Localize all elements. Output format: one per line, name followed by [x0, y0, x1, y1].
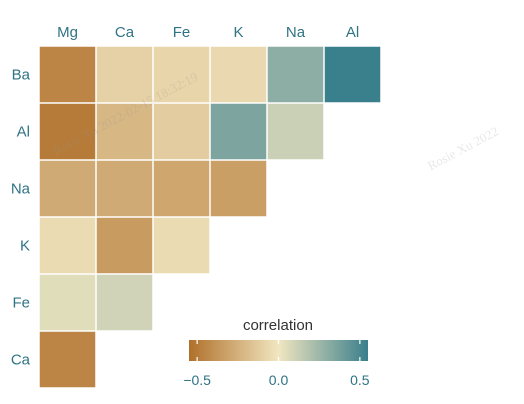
heatmap-cell	[39, 46, 96, 103]
heatmap-cell	[96, 160, 153, 217]
column-label: K	[233, 24, 243, 41]
heatmap-cell	[96, 274, 153, 331]
legend-tick-label: 0.0	[269, 372, 289, 388]
row-label: Fe	[12, 295, 30, 312]
heatmap-cell	[210, 103, 267, 160]
row-label: Ba	[12, 67, 31, 84]
column-label: Fe	[173, 24, 191, 41]
row-labels: Ba Al Na K Fe Ca	[11, 67, 31, 369]
column-label: Al	[346, 24, 359, 41]
heatmap-cell	[267, 46, 324, 103]
color-legend: correlation −0.5 0.0 0.5	[183, 317, 369, 388]
column-label: Ca	[115, 24, 135, 41]
heatmap-cell	[153, 160, 210, 217]
legend-color-bar	[189, 340, 368, 361]
heatmap-cell	[96, 217, 153, 274]
heatmap-cell	[267, 103, 324, 160]
heatmap-cell	[39, 103, 96, 160]
row-label: Al	[17, 124, 30, 141]
heatmap-cell	[210, 46, 267, 103]
row-label: Na	[11, 181, 31, 198]
heatmap-cell	[210, 160, 267, 217]
heatmap-cell	[96, 103, 153, 160]
row-label: K	[20, 238, 30, 255]
heatmap-cell	[153, 103, 210, 160]
heatmap-cell	[96, 46, 153, 103]
heatmap-cell	[39, 160, 96, 217]
column-label: Mg	[57, 24, 78, 41]
row-label: Ca	[11, 352, 31, 369]
column-label: Na	[286, 24, 306, 41]
legend-title: correlation	[243, 317, 313, 334]
heatmap-cell	[153, 217, 210, 274]
legend-ticks: −0.5 0.0 0.5	[183, 340, 370, 388]
heatmap-cell	[153, 46, 210, 103]
heatmap-cells	[39, 46, 381, 388]
heatmap-cell	[39, 217, 96, 274]
legend-tick-label: −0.5	[183, 372, 211, 388]
heatmap-cell	[39, 331, 96, 388]
heatmap-cell	[324, 46, 381, 103]
heatmap-cell	[39, 274, 96, 331]
column-labels: Mg Ca Fe K Na Al	[57, 24, 359, 41]
legend-tick-label: 0.5	[350, 372, 370, 388]
